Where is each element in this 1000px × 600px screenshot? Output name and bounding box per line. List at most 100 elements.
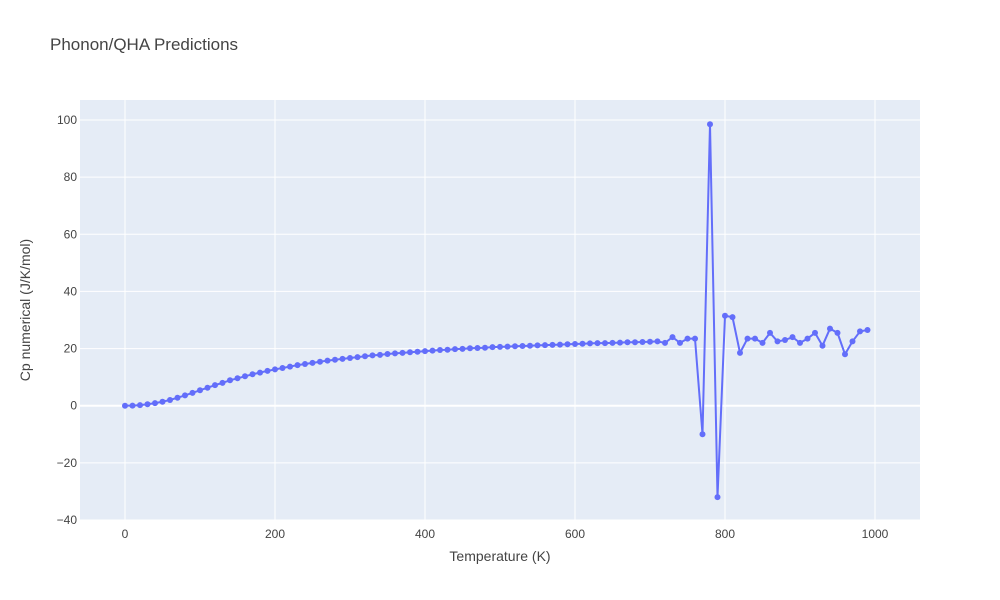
data-point[interactable] <box>144 401 151 408</box>
data-point[interactable] <box>332 356 338 363</box>
data-point[interactable] <box>339 355 346 362</box>
data-point[interactable] <box>354 354 361 361</box>
data-point[interactable] <box>167 397 173 403</box>
data-point[interactable] <box>437 347 443 353</box>
data-point[interactable] <box>264 367 271 374</box>
data-point[interactable] <box>572 341 578 347</box>
data-point[interactable] <box>422 348 428 355</box>
data-point[interactable] <box>789 334 796 341</box>
data-point[interactable] <box>197 387 203 394</box>
data-point[interactable] <box>797 339 803 346</box>
data-point[interactable] <box>647 338 653 345</box>
data-point[interactable] <box>212 382 218 389</box>
data-point[interactable] <box>849 338 856 345</box>
data-point[interactable] <box>602 340 608 347</box>
data-point[interactable] <box>617 339 623 346</box>
data-point[interactable] <box>557 341 563 348</box>
data-point[interactable] <box>654 338 661 345</box>
data-point[interactable] <box>234 375 241 382</box>
data-point[interactable] <box>219 379 226 386</box>
data-point[interactable] <box>429 347 436 354</box>
data-point[interactable] <box>564 341 571 348</box>
data-point[interactable] <box>459 345 466 352</box>
data-point[interactable] <box>752 335 758 342</box>
data-point[interactable] <box>662 339 668 346</box>
data-point[interactable] <box>174 394 181 401</box>
data-point[interactable] <box>369 352 376 359</box>
data-point[interactable] <box>579 340 586 347</box>
data-point[interactable] <box>287 363 293 370</box>
data-point[interactable] <box>759 339 766 346</box>
data-point[interactable] <box>707 121 713 128</box>
data-point[interactable] <box>444 346 451 353</box>
data-point[interactable] <box>842 351 848 358</box>
data-point[interactable] <box>489 344 496 351</box>
data-point[interactable] <box>699 431 706 438</box>
data-point[interactable] <box>692 335 698 342</box>
data-point[interactable] <box>362 353 368 360</box>
data-point[interactable] <box>714 494 721 501</box>
data-point[interactable] <box>467 345 473 352</box>
data-point[interactable] <box>639 339 646 345</box>
data-point[interactable] <box>684 335 691 342</box>
data-point[interactable] <box>482 344 488 351</box>
data-point[interactable] <box>804 335 811 342</box>
data-point[interactable] <box>189 389 196 396</box>
data-point[interactable] <box>257 369 263 376</box>
data-point[interactable] <box>767 329 773 336</box>
data-point[interactable] <box>399 349 406 356</box>
data-point[interactable] <box>377 351 383 358</box>
data-point[interactable] <box>819 342 826 349</box>
data-point[interactable] <box>159 398 166 405</box>
data-point[interactable] <box>542 342 548 349</box>
data-point[interactable] <box>534 342 541 349</box>
data-point[interactable] <box>384 351 391 357</box>
data-point[interactable] <box>632 339 638 346</box>
data-point[interactable] <box>249 371 256 378</box>
data-point[interactable] <box>834 329 841 336</box>
data-point[interactable] <box>812 329 818 336</box>
data-point[interactable] <box>729 314 736 321</box>
data-point[interactable] <box>474 345 481 351</box>
data-point[interactable] <box>722 312 728 319</box>
data-point[interactable] <box>302 361 308 367</box>
data-point[interactable] <box>497 343 503 350</box>
data-point[interactable] <box>414 348 421 355</box>
data-point[interactable] <box>827 325 833 332</box>
data-point[interactable] <box>527 342 533 349</box>
data-point[interactable] <box>279 365 286 371</box>
data-point[interactable] <box>242 373 248 380</box>
data-point[interactable] <box>407 349 413 356</box>
data-point[interactable] <box>549 341 556 348</box>
data-point[interactable] <box>452 346 458 353</box>
data-point[interactable] <box>309 359 316 366</box>
data-point[interactable] <box>152 400 158 407</box>
data-point[interactable] <box>122 402 128 409</box>
data-point[interactable] <box>519 343 526 349</box>
data-point[interactable] <box>624 339 631 346</box>
data-point[interactable] <box>594 340 601 347</box>
data-point[interactable] <box>504 343 511 350</box>
data-point[interactable] <box>669 334 676 341</box>
data-point[interactable] <box>204 384 211 391</box>
data-point[interactable] <box>587 340 593 347</box>
data-point[interactable] <box>609 339 616 346</box>
data-point[interactable] <box>737 349 743 356</box>
data-point[interactable] <box>782 337 788 343</box>
data-point[interactable] <box>227 377 233 384</box>
data-point[interactable] <box>864 327 871 333</box>
data-point[interactable] <box>182 392 188 399</box>
data-point[interactable] <box>392 350 398 357</box>
data-point[interactable] <box>774 338 781 345</box>
data-point[interactable] <box>512 343 518 350</box>
data-point[interactable] <box>857 328 863 335</box>
data-point[interactable] <box>294 362 301 369</box>
data-point[interactable] <box>744 335 751 342</box>
data-point[interactable] <box>347 355 353 361</box>
data-point[interactable] <box>137 402 143 409</box>
data-point[interactable] <box>324 357 331 364</box>
data-point[interactable] <box>129 402 136 409</box>
data-point[interactable] <box>677 339 683 346</box>
data-point[interactable] <box>317 358 323 365</box>
data-point[interactable] <box>272 366 278 373</box>
